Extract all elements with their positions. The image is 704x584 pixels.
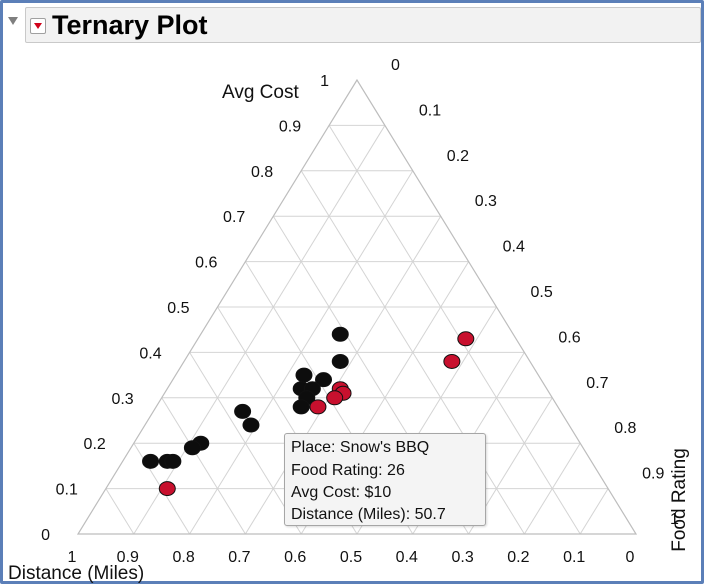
distance-tick-label: 1 [68,549,77,566]
data-point[interactable] [457,331,475,347]
distance-tick-label: 0.2 [507,549,529,566]
tick-labels: 1 0.9 0.8 0.7 0.6 0.5 0.4 0.3 0.2 0.1 0 0 0.1 0.2 0.3 0… [41,57,679,566]
data-point[interactable] [295,367,313,383]
distance-tick-label: 0.7 [228,549,250,566]
food-rating-tick-label: 0.1 [419,102,441,119]
avg-cost-tick-label: 0 [41,527,50,544]
grid-line [523,442,581,535]
data-point[interactable] [158,481,176,497]
avg-cost-tick-label: 1 [320,73,329,90]
outline-header: Ternary Plot [25,7,701,43]
data-point[interactable] [292,399,310,415]
grid-line [328,125,581,535]
grid-line [105,488,135,535]
data-point[interactable] [183,440,201,456]
plot-title: Ternary Plot [52,10,208,40]
avg-cost-tick-label: 0.2 [84,436,106,453]
avg-cost-tick-label: 0.1 [56,482,78,499]
data-point[interactable] [326,390,344,406]
grid-line [244,215,442,535]
data-point[interactable] [164,453,182,469]
data-point[interactable] [309,399,327,415]
data-point[interactable] [234,403,252,419]
distance-tick-label: 0.4 [396,549,418,566]
food-rating-tick-label: 0 [391,57,400,74]
data-point[interactable] [443,353,461,369]
tooltip-distance: Distance (Miles): 50.7 [291,506,446,523]
food-rating-tick-label: 0.2 [447,148,469,165]
food-rating-tick-label: 0.5 [531,284,553,301]
tooltip-food-rating: Food Rating: 26 [291,462,405,479]
avg-cost-tick-label: 0.6 [195,255,217,272]
distance-axis-label: Distance (Miles) [8,563,144,584]
hover-tooltip: Place: Snow's BBQ Food Rating: 26 Avg Co… [284,433,486,526]
avg-cost-tick-label: 0.8 [251,164,273,181]
distance-tick-label: 0.1 [563,549,585,566]
food-rating-tick-label: 0.3 [475,193,497,210]
avg-cost-axis-label: Avg Cost [222,82,299,103]
data-point[interactable] [315,372,333,388]
disclosure-triangle-icon[interactable] [8,17,18,25]
tooltip-place: Place: Snow's BBQ [291,439,430,456]
distance-tick-label: 0.6 [284,549,306,566]
food-rating-axis-label: Food Rating [669,448,690,552]
tooltip-avg-cost: Avg Cost: $10 [291,484,392,501]
food-rating-tick-label: 0.8 [614,420,636,437]
food-rating-tick-label: 1 [670,511,679,528]
distance-tick-label: 0 [626,549,635,566]
red-triangle-menu-icon[interactable] [30,18,46,34]
food-rating-tick-label: 0.6 [558,329,580,346]
triangle-border [76,78,638,535]
avg-cost-tick-label: 0.9 [279,118,301,135]
data-point[interactable] [242,417,260,433]
distance-tick-label: 0.3 [451,549,473,566]
distance-tick-label: 0.9 [117,549,139,566]
grid-line [189,352,302,535]
distance-tick-label: 0.8 [172,549,194,566]
avg-cost-tick-label: 0.3 [111,391,133,408]
data-point[interactable] [142,453,160,469]
distance-tick-label: 0.5 [340,549,362,566]
food-rating-tick-label: 0.7 [586,375,608,392]
grid-line [579,488,609,535]
data-point[interactable] [331,326,349,342]
data-point[interactable] [331,353,349,369]
avg-cost-tick-label: 0.4 [139,345,161,362]
data-points [142,326,475,497]
avg-cost-tick-label: 0.5 [167,300,189,317]
food-rating-tick-label: 0.9 [642,466,664,483]
avg-cost-tick-label: 0.7 [223,209,245,226]
food-rating-tick-label: 0.4 [503,239,525,256]
grid-line [161,397,246,535]
axis-labels: Avg Cost Distance (Miles) Food Rating [8,82,690,584]
